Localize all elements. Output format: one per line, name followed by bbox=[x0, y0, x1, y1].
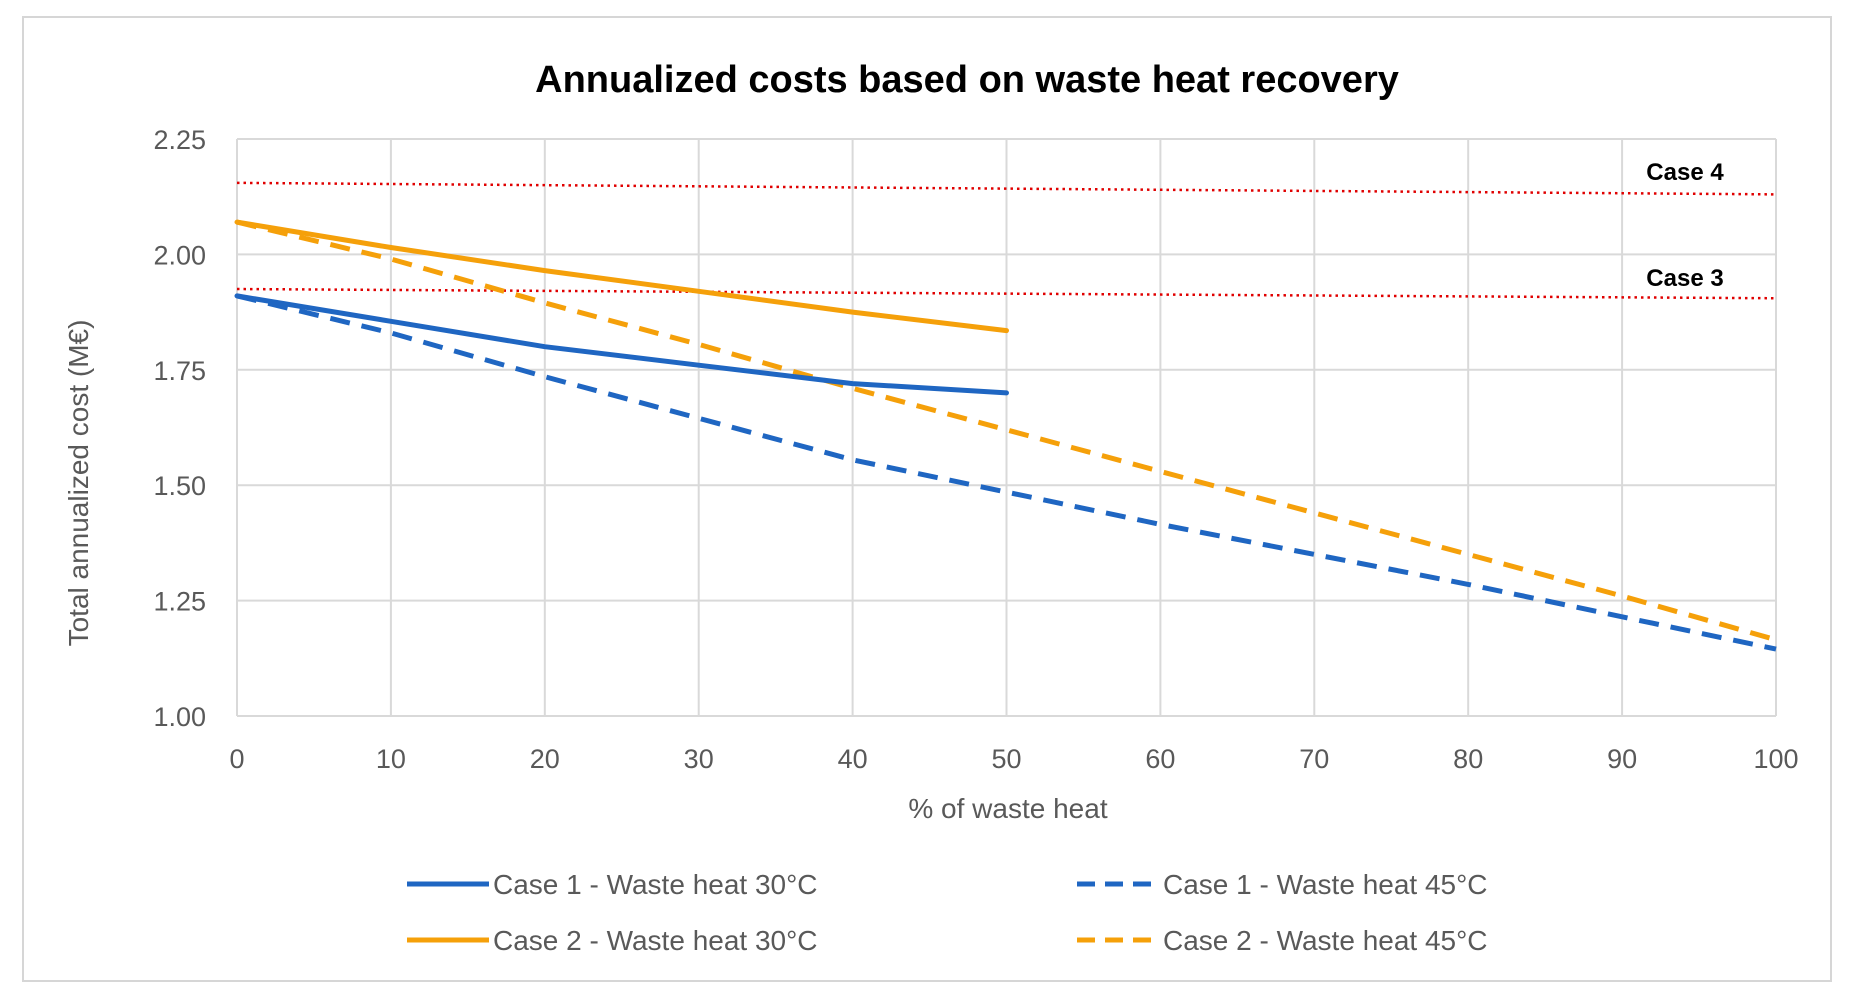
legend-label-case-2-waste-heat-30-c: Case 2 - Waste heat 30°C bbox=[493, 925, 818, 956]
series-line-case-2-waste-heat-45-c bbox=[236, 219, 1777, 643]
reference-lines: Case 4 Case 3 bbox=[236, 159, 1777, 300]
x-tick-label: 80 bbox=[1453, 744, 1483, 774]
x-tick-label: 20 bbox=[530, 744, 560, 774]
reference-line-case-4 bbox=[236, 181, 1777, 196]
legend: Case 1 - Waste heat 30°C Case 1 - Waste h… bbox=[407, 869, 1488, 956]
series-line-case-1-waste-heat-45-c bbox=[236, 293, 1777, 652]
chart-title: Annualized costs based on waste heat rec… bbox=[535, 59, 1399, 101]
y-tick-label: 1.25 bbox=[153, 587, 206, 617]
series-line-case-1-waste-heat-30-c bbox=[234, 293, 1009, 396]
legend-label-case-1-waste-heat-45-c: Case 1 - Waste heat 45°C bbox=[1163, 869, 1488, 900]
x-tick-label: 50 bbox=[991, 744, 1021, 774]
x-tick-label: 30 bbox=[684, 744, 714, 774]
reference-label-case-4: Case 4 bbox=[1646, 159, 1724, 186]
chart-frame bbox=[22, 16, 1832, 982]
y-tick-label: 1.75 bbox=[153, 356, 206, 386]
x-tick-label: 100 bbox=[1753, 744, 1798, 774]
x-axis-ticks: 0 10 20 30 40 50 60 70 80 90 100 bbox=[229, 744, 1798, 774]
y-tick-label: 1.00 bbox=[153, 702, 206, 732]
x-tick-label: 40 bbox=[838, 744, 868, 774]
legend-label-case-2-waste-heat-45-c: Case 2 - Waste heat 45°C bbox=[1163, 925, 1488, 956]
reference-line-case-3 bbox=[236, 287, 1777, 300]
y-tick-label: 2.00 bbox=[153, 240, 206, 270]
y-axis-ticks: 1.00 1.25 1.50 1.75 2.00 2.25 bbox=[153, 125, 206, 732]
legend-label-case-1-waste-heat-30-c: Case 1 - Waste heat 30°C bbox=[493, 869, 818, 900]
reference-label-case-3: Case 3 bbox=[1646, 265, 1723, 292]
x-tick-label: 70 bbox=[1299, 744, 1329, 774]
x-tick-label: 0 bbox=[229, 744, 244, 774]
x-tick-label: 60 bbox=[1145, 744, 1175, 774]
series-lines bbox=[234, 219, 1777, 652]
y-axis-label: Total annualized cost (M€) bbox=[63, 320, 94, 647]
x-tick-label: 10 bbox=[376, 744, 406, 774]
x-tick-label: 90 bbox=[1607, 744, 1637, 774]
series-line-case-2-waste-heat-30-c bbox=[234, 219, 1009, 334]
y-tick-label: 2.25 bbox=[153, 125, 206, 155]
grid bbox=[236, 138, 1777, 717]
x-axis-label: % of waste heat bbox=[908, 793, 1107, 824]
y-tick-label: 1.50 bbox=[153, 471, 206, 501]
